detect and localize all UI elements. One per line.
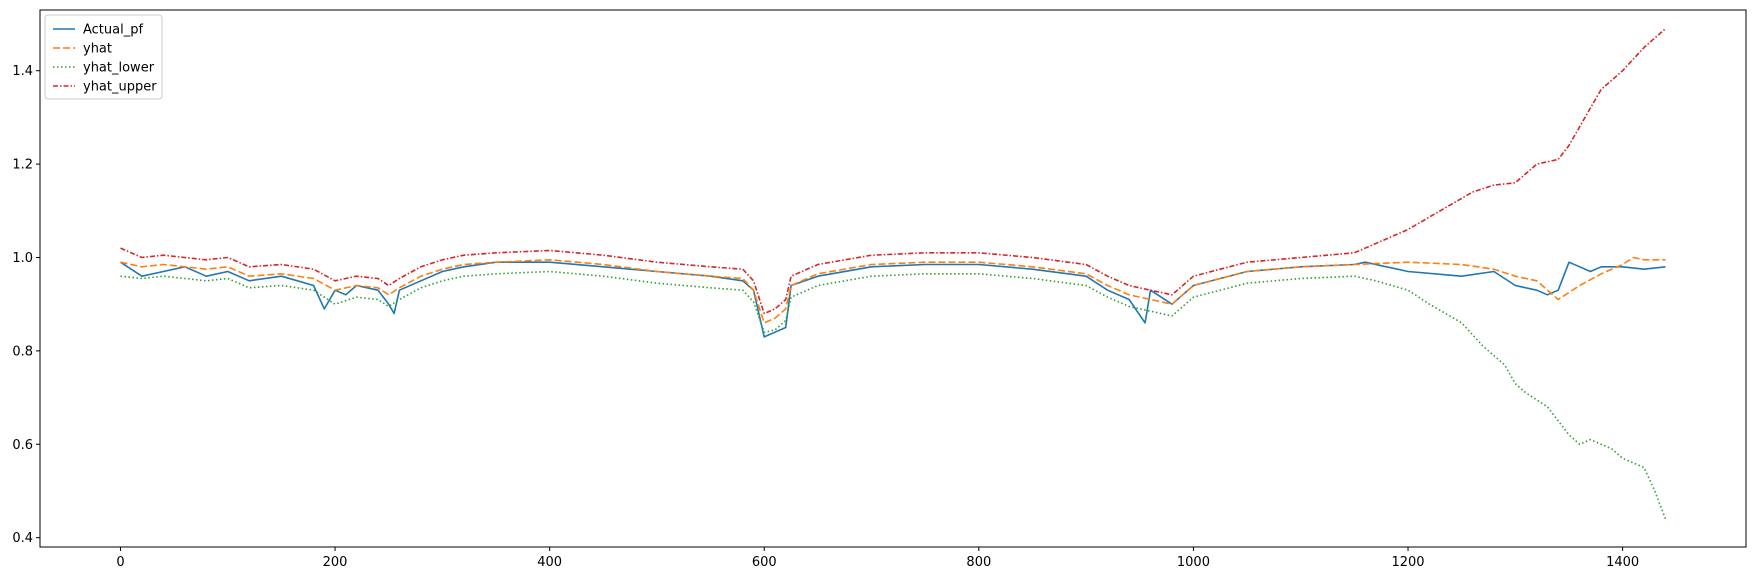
series-line-yhat-lower — [120, 270, 1667, 520]
x-tick-label: 600 — [752, 555, 777, 570]
x-tick-label: 400 — [537, 555, 562, 570]
x-tick-label: 200 — [323, 555, 348, 570]
x-axis: 0 200 400 600 800 1000 1200 1400 — [116, 547, 1639, 570]
legend-label-actual-pf: Actual_pf — [83, 23, 143, 38]
y-tick-label: 0.4 — [12, 531, 33, 546]
y-tick-label: 0.6 — [12, 438, 33, 453]
x-tick-label: 1000 — [1177, 555, 1210, 570]
plot-frame — [39, 9, 1747, 548]
legend-label-yhat-lower: yhat_lower — [83, 61, 155, 76]
legend-box — [44, 14, 163, 100]
y-tick-label: 1.4 — [12, 64, 33, 79]
y-axis: 0.4 0.6 0.8 1.0 1.2 1.4 — [12, 64, 40, 546]
x-tick-label: 0 — [116, 555, 124, 570]
x-tick-label: 800 — [966, 555, 991, 570]
series-line-yhat-upper — [120, 28, 1667, 315]
legend-label-yhat: yhat — [83, 42, 112, 57]
y-tick-label: 1.0 — [12, 251, 33, 266]
x-tick-label: 1400 — [1606, 555, 1639, 570]
y-tick-label: 1.2 — [12, 158, 33, 173]
plot-area — [40, 10, 1746, 547]
x-tick-label: 1200 — [1391, 555, 1424, 570]
series-line-yhat — [120, 256, 1666, 324]
series-layer — [120, 28, 1667, 520]
y-tick-label: 0.8 — [12, 344, 33, 359]
legend-label-yhat-upper: yhat_upper — [83, 80, 157, 95]
